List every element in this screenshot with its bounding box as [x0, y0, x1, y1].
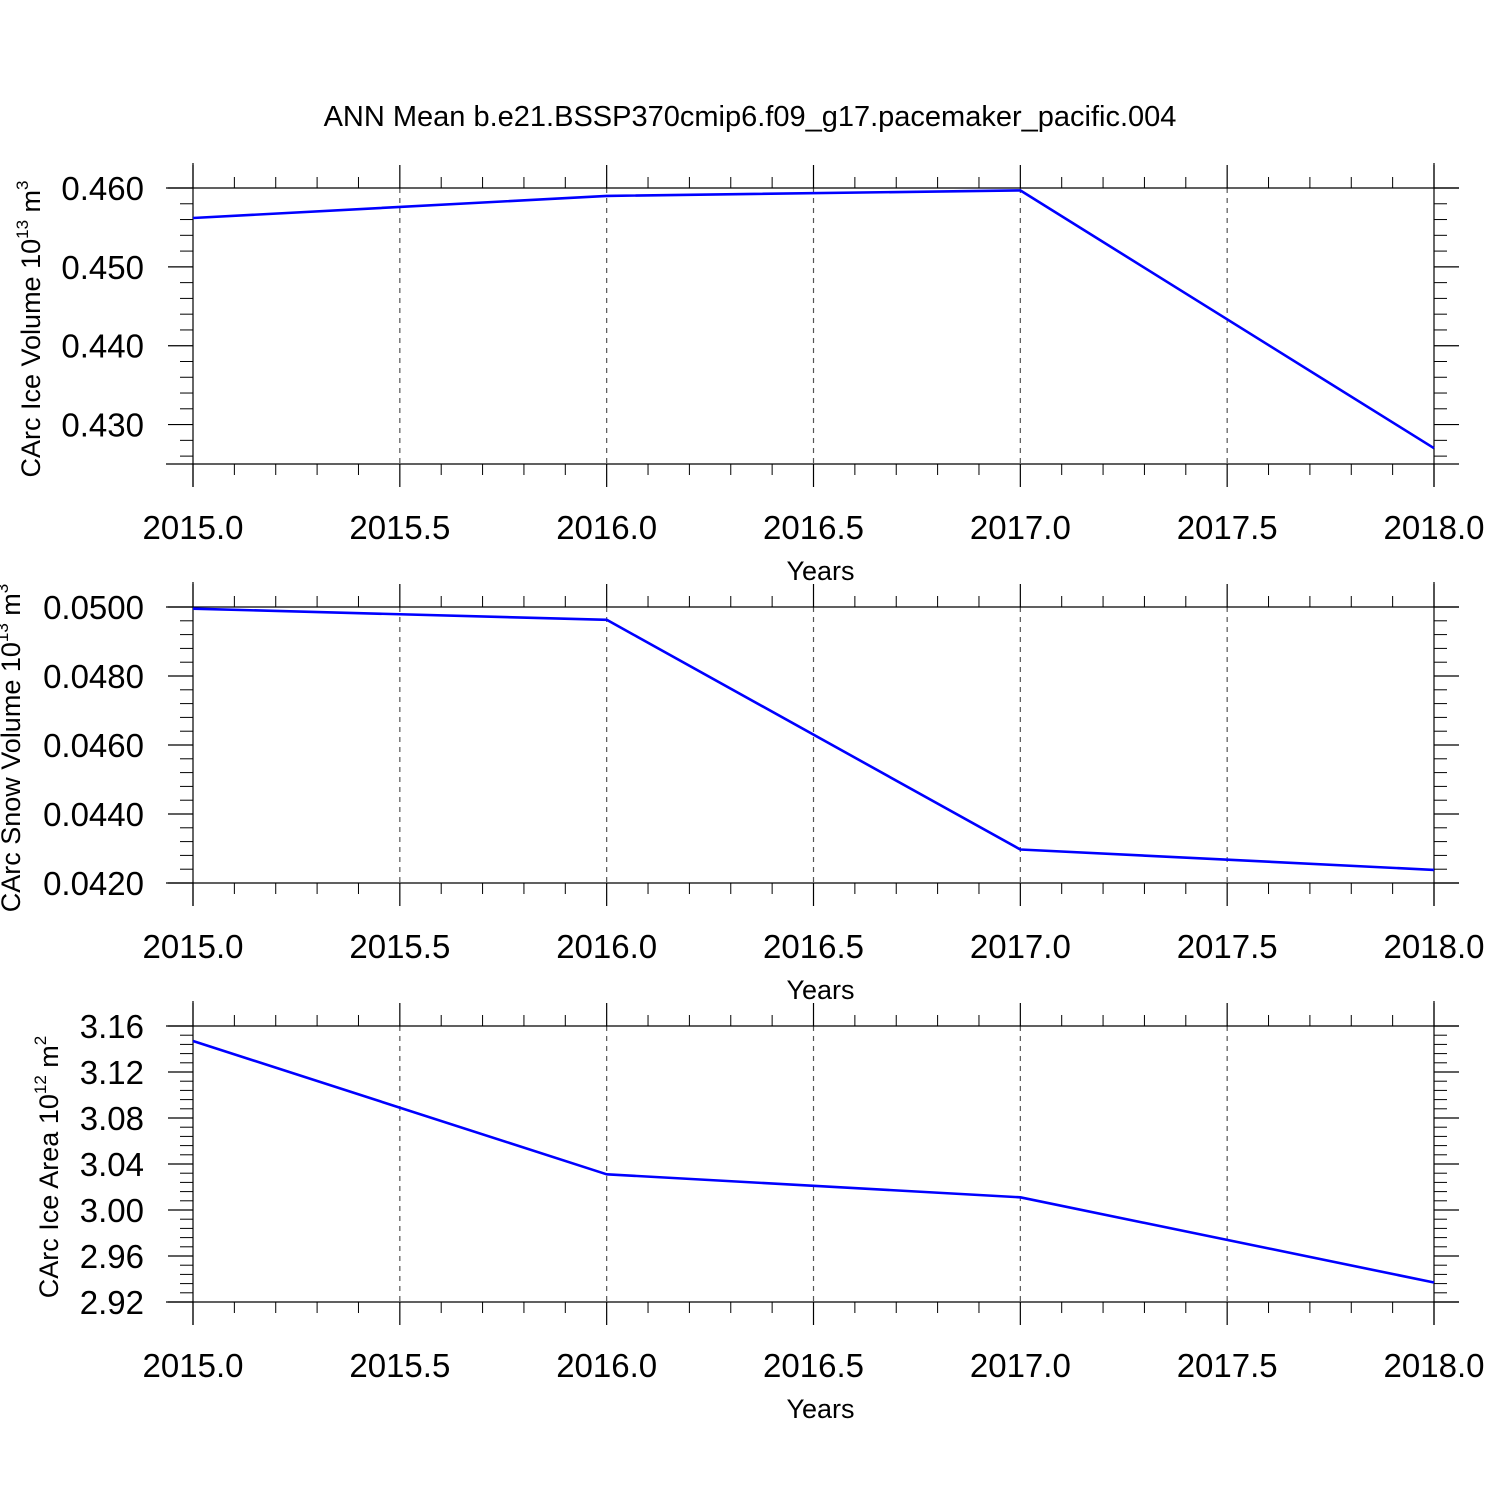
y-tick-label: 0.0500	[43, 589, 144, 626]
y-tick-label: 0.0460	[43, 727, 144, 764]
data-series-line	[192, 1039, 1435, 1284]
y-tick-label: 0.0420	[43, 865, 144, 902]
y-tick-label: 0.460	[61, 170, 144, 207]
x-tick-label: 2015.5	[349, 509, 450, 546]
y-tick-label: 0.0480	[43, 658, 144, 695]
y-tick-label: 3.08	[80, 1100, 144, 1137]
y-axis-label-unit: m	[16, 190, 46, 220]
y-tick-label: 3.00	[80, 1192, 144, 1229]
x-tick-label: 2015.0	[143, 509, 244, 546]
data-series-line	[192, 607, 1435, 872]
y-axis-label-exponent: 13	[13, 220, 32, 239]
y-axis-label-unit-exponent: 3	[13, 180, 32, 189]
y-tick-label: 0.440	[61, 328, 144, 365]
y-tick-label: 3.16	[80, 1008, 144, 1045]
data-series-line	[192, 189, 1435, 450]
x-axis-label: Years	[786, 1394, 854, 1424]
x-tick-label: 2017.0	[970, 928, 1071, 965]
x-axis-label: Years	[786, 556, 854, 586]
x-tick-label: 2018.0	[1384, 928, 1485, 965]
x-tick-label: 2016.5	[763, 509, 864, 546]
y-axis-label-unit: m	[34, 1045, 64, 1075]
x-tick-label: 2015.0	[143, 928, 244, 965]
x-tick-label: 2017.5	[1177, 928, 1278, 965]
y-axis-label-unit-exponent: 2	[31, 1036, 50, 1045]
y-axis-label-exponent: 13	[0, 623, 12, 642]
y-tick-label: 0.450	[61, 249, 144, 286]
y-tick-label: 3.12	[80, 1054, 144, 1091]
x-tick-label: 2017.0	[970, 1347, 1071, 1384]
y-tick-label: 0.430	[61, 407, 144, 444]
y-tick-label: 2.96	[80, 1238, 144, 1275]
x-tick-label: 2017.0	[970, 509, 1071, 546]
figure-title: ANN Mean b.e21.BSSP370cmip6.f09_g17.pace…	[324, 101, 1177, 133]
panel-ice-area: 2015.0 2015.5 2016.0 2016.5 2017.0 2017.5 2018…	[31, 1001, 1484, 1424]
x-tick-label: 2016.0	[556, 509, 657, 546]
x-tick-label: 2016.5	[763, 1347, 864, 1384]
x-tick-label: 2017.5	[1177, 509, 1278, 546]
x-tick-label: 2015.5	[349, 928, 450, 965]
x-tick-label: 2015.0	[143, 1347, 244, 1384]
y-axis-label-text: CArc Ice Volume 10	[16, 239, 46, 478]
y-axis-label: CArc Snow Volume 1013 m3	[0, 584, 26, 913]
x-tick-label: 2018.0	[1384, 509, 1485, 546]
x-tick-label: 2016.0	[556, 928, 657, 965]
panel-snow-volume: 2015.0 2015.5 2016.0 2016.5 2017.0 2017.5 2018…	[0, 582, 1484, 1005]
x-tick-label: 2016.0	[556, 1347, 657, 1384]
panel-ice-volume: 2015.0 2015.5 2016.0 2016.5 2017.0 2017.5 2018…	[13, 163, 1484, 586]
y-axis-label-unit: m	[0, 593, 26, 623]
x-tick-label: 2015.5	[349, 1347, 450, 1384]
y-tick-label: 0.0440	[43, 796, 144, 833]
x-tick-label: 2016.5	[763, 928, 864, 965]
y-axis-label-exponent: 12	[31, 1075, 50, 1094]
y-tick-label: 3.04	[80, 1146, 144, 1183]
x-tick-label: 2018.0	[1384, 1347, 1485, 1384]
y-axis-label: CArc Ice Area 1012 m2	[31, 1036, 64, 1299]
x-tick-label: 2017.5	[1177, 1347, 1278, 1384]
y-axis-label: CArc Ice Volume 1013 m3	[13, 180, 46, 477]
y-tick-label: 2.92	[80, 1284, 144, 1321]
x-axis-label: Years	[786, 975, 854, 1005]
y-axis-label-unit-exponent: 3	[0, 584, 12, 593]
y-axis-label-text: CArc Snow Volume 10	[0, 642, 26, 912]
y-axis-label-text: CArc Ice Area 10	[34, 1094, 64, 1298]
